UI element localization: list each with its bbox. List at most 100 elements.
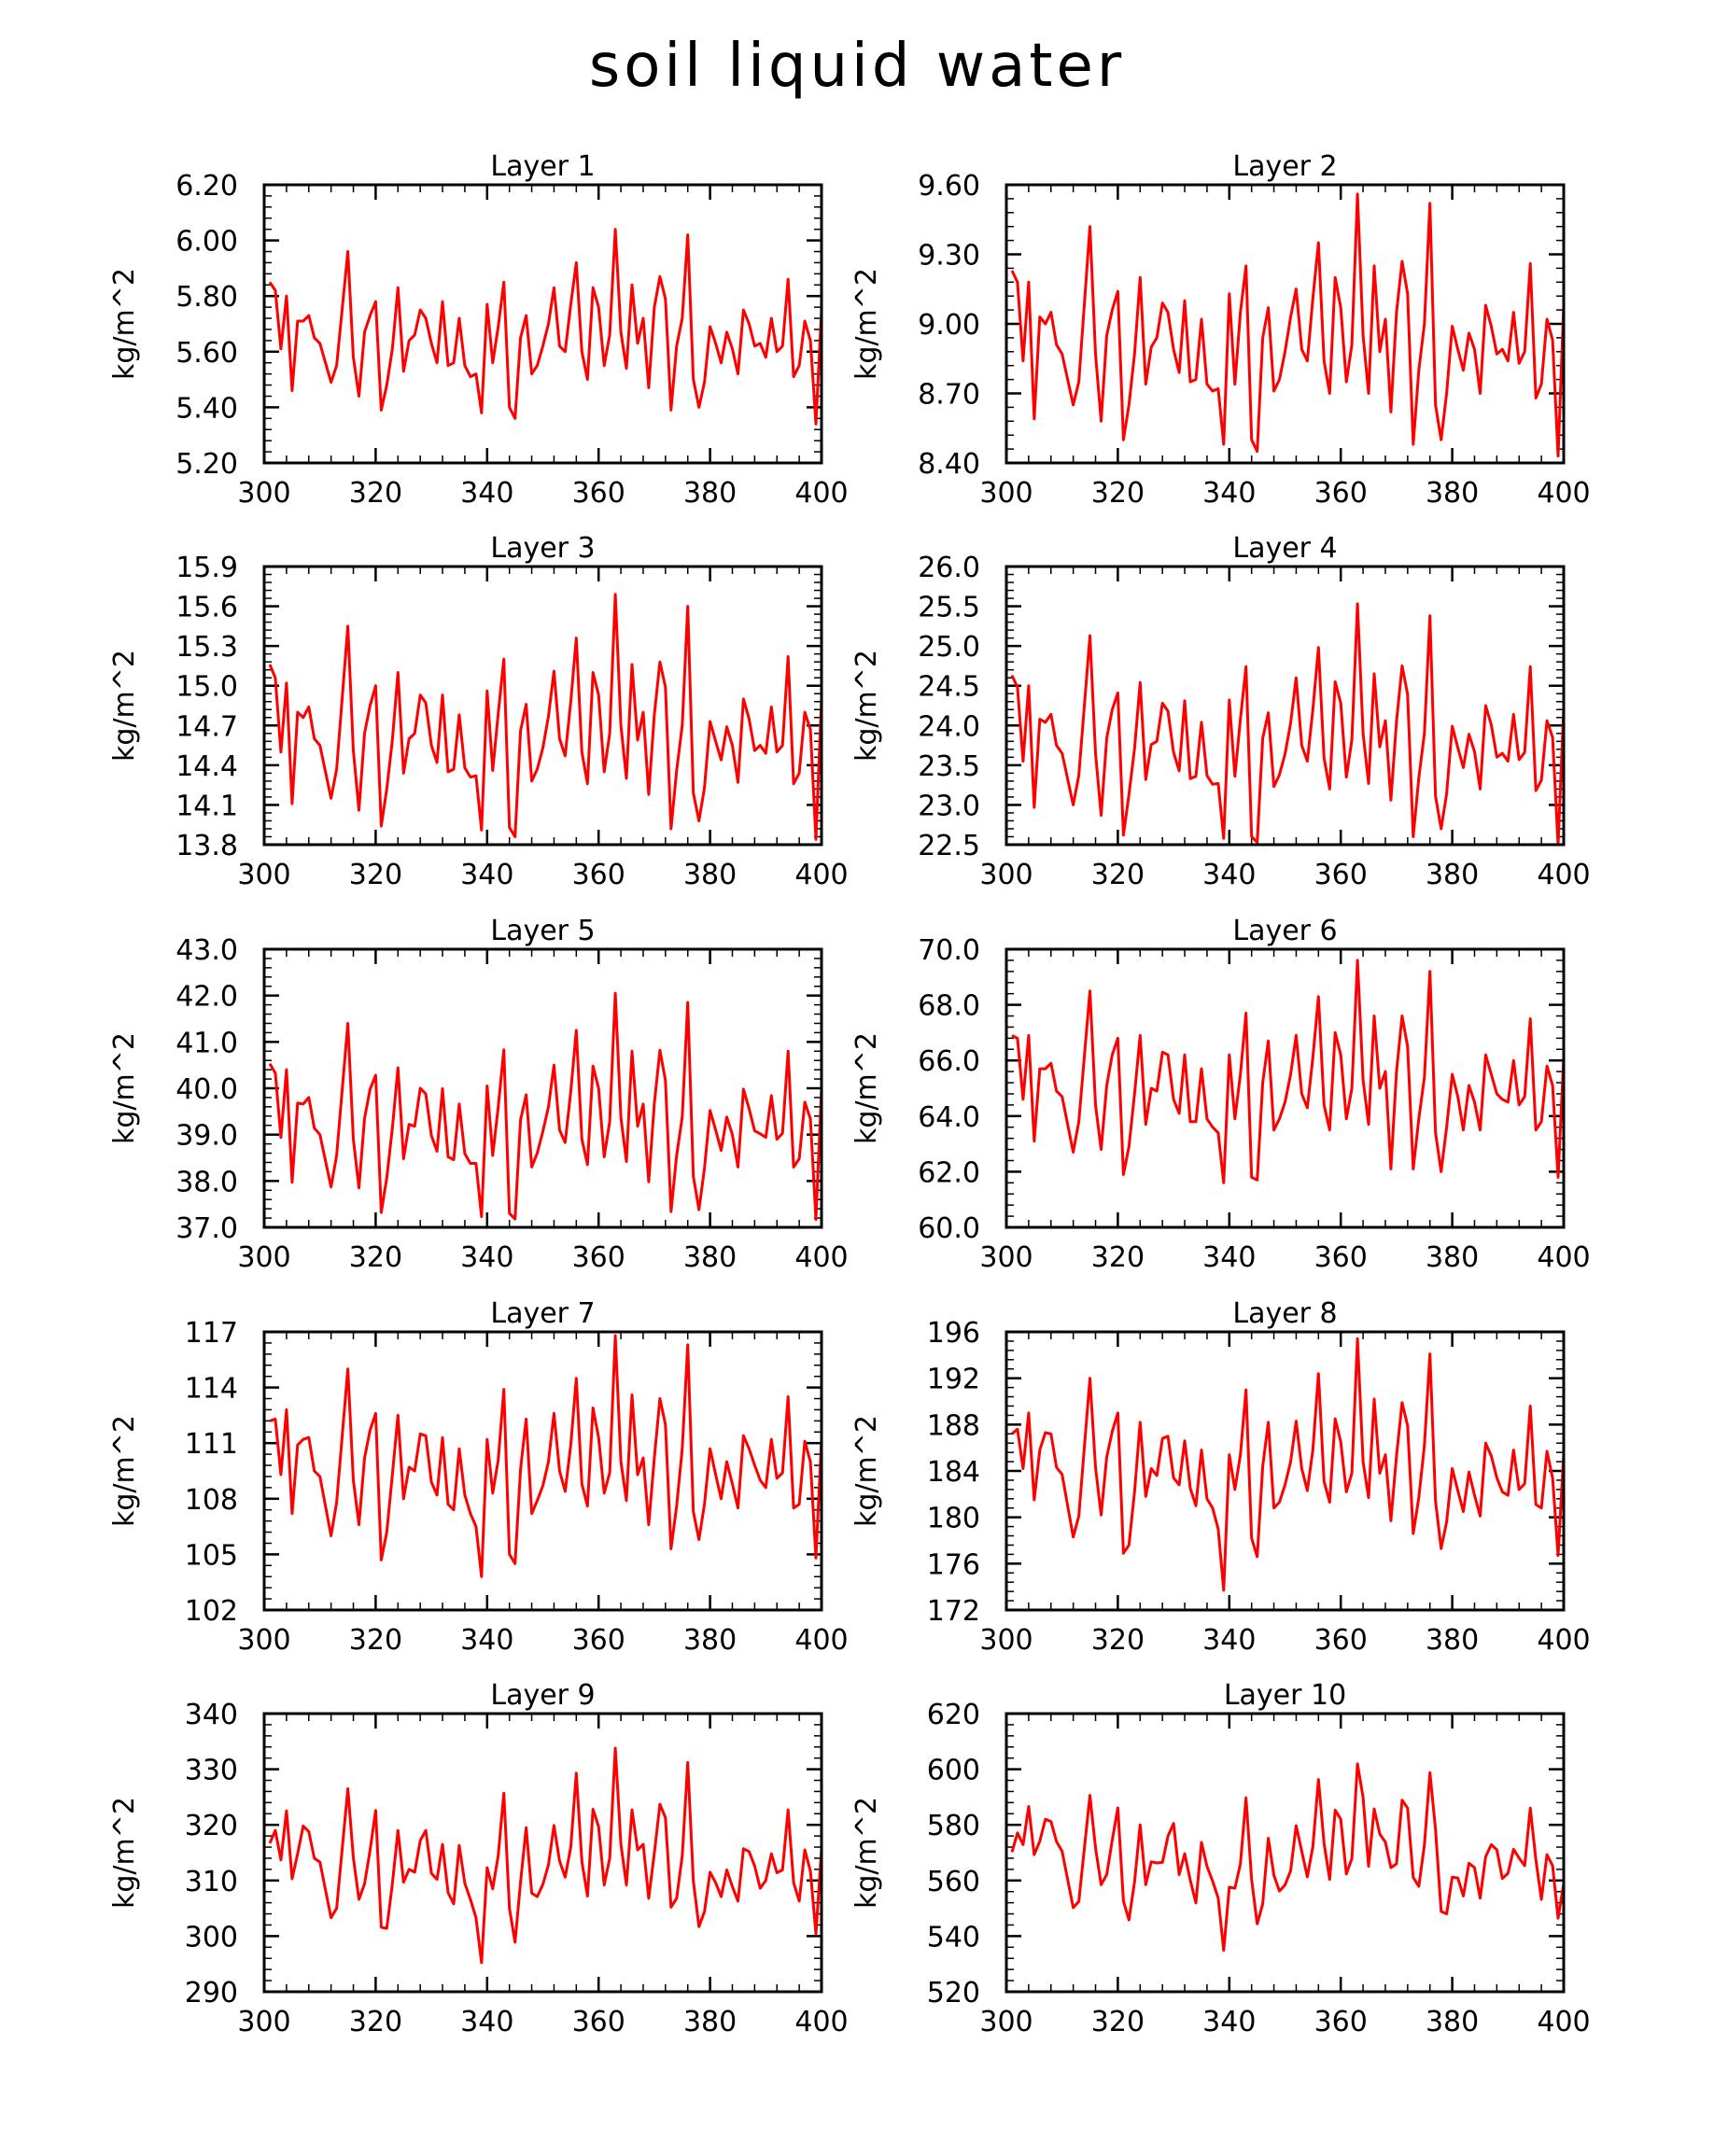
x-tick-label: 340	[460, 1624, 513, 1657]
x-tick-label: 340	[460, 859, 513, 891]
x-tick-label: 360	[572, 859, 625, 891]
y-tick-label: 62.0	[918, 1156, 980, 1189]
series-line	[1011, 1337, 1566, 1592]
plot-frame	[1005, 1330, 1566, 1612]
x-tick-label: 340	[1202, 2006, 1256, 2038]
chart-panel-10: Layer 10 300 320 340 360 380 400 520 540 560 580 60…	[850, 1679, 1591, 2038]
x-tick-label: 320	[1091, 2006, 1145, 2038]
y-tick-label: 310	[185, 1866, 238, 1898]
x-tick-label: 320	[349, 1241, 402, 1274]
x-tick-label: 300	[237, 859, 290, 891]
panel-title: Layer 7	[490, 1297, 595, 1330]
x-tick-label: 340	[460, 477, 513, 510]
y-tick-label: 540	[927, 1921, 980, 1953]
x-tick-label: 320	[1091, 1624, 1145, 1657]
y-tick-label: 180	[927, 1503, 980, 1535]
x-tick-label: 380	[683, 2006, 737, 2038]
x-tick-label: 360	[1314, 1624, 1368, 1657]
chart-panel-8: Layer 8 300 320 340 360 380 400 172 176 180 184 188…	[850, 1297, 1591, 1657]
x-tick-label: 400	[1537, 2006, 1590, 2038]
y-tick-label: 5.40	[176, 392, 238, 425]
y-axis-label: kg/m^2	[108, 268, 141, 380]
minor-ticks	[1005, 1331, 1565, 1611]
x-tick-label: 380	[683, 1624, 737, 1657]
series-line	[269, 1334, 823, 1578]
y-tick-label: 8.40	[918, 448, 980, 481]
x-tick-label: 340	[1202, 859, 1256, 891]
panel-title: Layer 3	[490, 532, 595, 565]
x-tick-label: 360	[1314, 1241, 1368, 1274]
y-tick-label: 102	[185, 1595, 238, 1628]
panels-group: Layer 1 300 320 340 360 380 400 5.20 5.40 5.60 5.8…	[108, 150, 1591, 2038]
y-tick-label: 290	[185, 1977, 238, 2009]
x-tick-label: 360	[572, 1241, 625, 1274]
plot-frame	[262, 183, 823, 465]
x-tick-label: 320	[349, 2006, 402, 2038]
y-tick-label: 23.5	[918, 750, 980, 783]
y-tick-label: 105	[185, 1539, 238, 1572]
chart-panel-5: Layer 5 300 320 340 360 380 400 37.0 38.0 39.0 40.…	[108, 915, 849, 1274]
x-tick-label: 320	[349, 859, 402, 891]
y-axis-label: kg/m^2	[850, 1032, 883, 1144]
y-tick-label: 600	[927, 1755, 980, 1787]
plot-frame	[1005, 565, 1566, 847]
minor-ticks	[1005, 1713, 1565, 1993]
x-tick-label: 320	[1091, 859, 1145, 891]
x-tick-label: 380	[683, 1241, 737, 1274]
x-tick-label: 360	[1314, 859, 1368, 891]
y-tick-label: 580	[927, 1810, 980, 1842]
y-tick-label: 330	[185, 1755, 238, 1787]
series-line	[1011, 959, 1566, 1184]
x-tick-label: 380	[683, 859, 737, 891]
x-tick-label: 300	[979, 2006, 1033, 2038]
y-tick-label: 14.4	[176, 750, 238, 783]
y-tick-label: 64.0	[918, 1101, 980, 1134]
x-tick-label: 360	[572, 1624, 625, 1657]
series-line	[1010, 1762, 1566, 1953]
y-axis-label: kg/m^2	[850, 268, 883, 380]
y-tick-label: 25.0	[918, 631, 980, 664]
x-tick-label: 340	[460, 2006, 513, 2038]
y-tick-label: 22.5	[918, 830, 980, 862]
panel-title: Layer 5	[490, 915, 595, 947]
y-tick-label: 5.20	[176, 448, 238, 481]
plot-frame	[262, 1712, 823, 1994]
y-tick-label: 13.8	[176, 830, 238, 862]
y-tick-label: 8.70	[918, 379, 980, 412]
x-tick-label: 300	[979, 1241, 1033, 1274]
y-tick-label: 114	[185, 1373, 238, 1406]
panel-title: Layer 8	[1232, 1297, 1337, 1330]
x-tick-label: 380	[1426, 859, 1479, 891]
minor-ticks	[263, 1713, 822, 1993]
y-tick-label: 15.9	[176, 552, 238, 584]
x-tick-label: 400	[1537, 477, 1590, 510]
y-tick-label: 192	[927, 1364, 980, 1396]
y-tick-label: 37.0	[176, 1212, 238, 1245]
y-tick-label: 300	[185, 1921, 238, 1953]
y-axis-label: kg/m^2	[108, 650, 141, 762]
x-tick-label: 320	[349, 1624, 402, 1657]
figure-title: soil liquid water	[589, 32, 1125, 101]
x-tick-label: 400	[794, 1241, 848, 1274]
y-tick-label: 172	[927, 1595, 980, 1628]
series-line	[268, 991, 823, 1222]
y-tick-label: 66.0	[918, 1045, 980, 1078]
panel-title: Layer 2	[1232, 150, 1337, 183]
x-tick-label: 400	[1537, 859, 1590, 891]
chart-panel-4: Layer 4 300 320 340 360 380 400 22.5 23.0 23.5 24.…	[850, 532, 1591, 891]
x-tick-label: 400	[1537, 1241, 1590, 1274]
panel-title: Layer 10	[1224, 1679, 1346, 1712]
x-tick-label: 340	[1202, 1624, 1256, 1657]
y-tick-label: 43.0	[176, 934, 238, 967]
x-tick-label: 380	[1426, 2006, 1479, 2038]
y-tick-label: 15.6	[176, 592, 238, 624]
y-tick-label: 68.0	[918, 990, 980, 1023]
x-tick-label: 300	[237, 477, 290, 510]
series-line	[268, 1746, 823, 1965]
minor-ticks	[263, 566, 822, 846]
y-tick-label: 320	[185, 1810, 238, 1842]
x-tick-label: 360	[1314, 477, 1368, 510]
y-tick-label: 38.0	[176, 1166, 238, 1198]
